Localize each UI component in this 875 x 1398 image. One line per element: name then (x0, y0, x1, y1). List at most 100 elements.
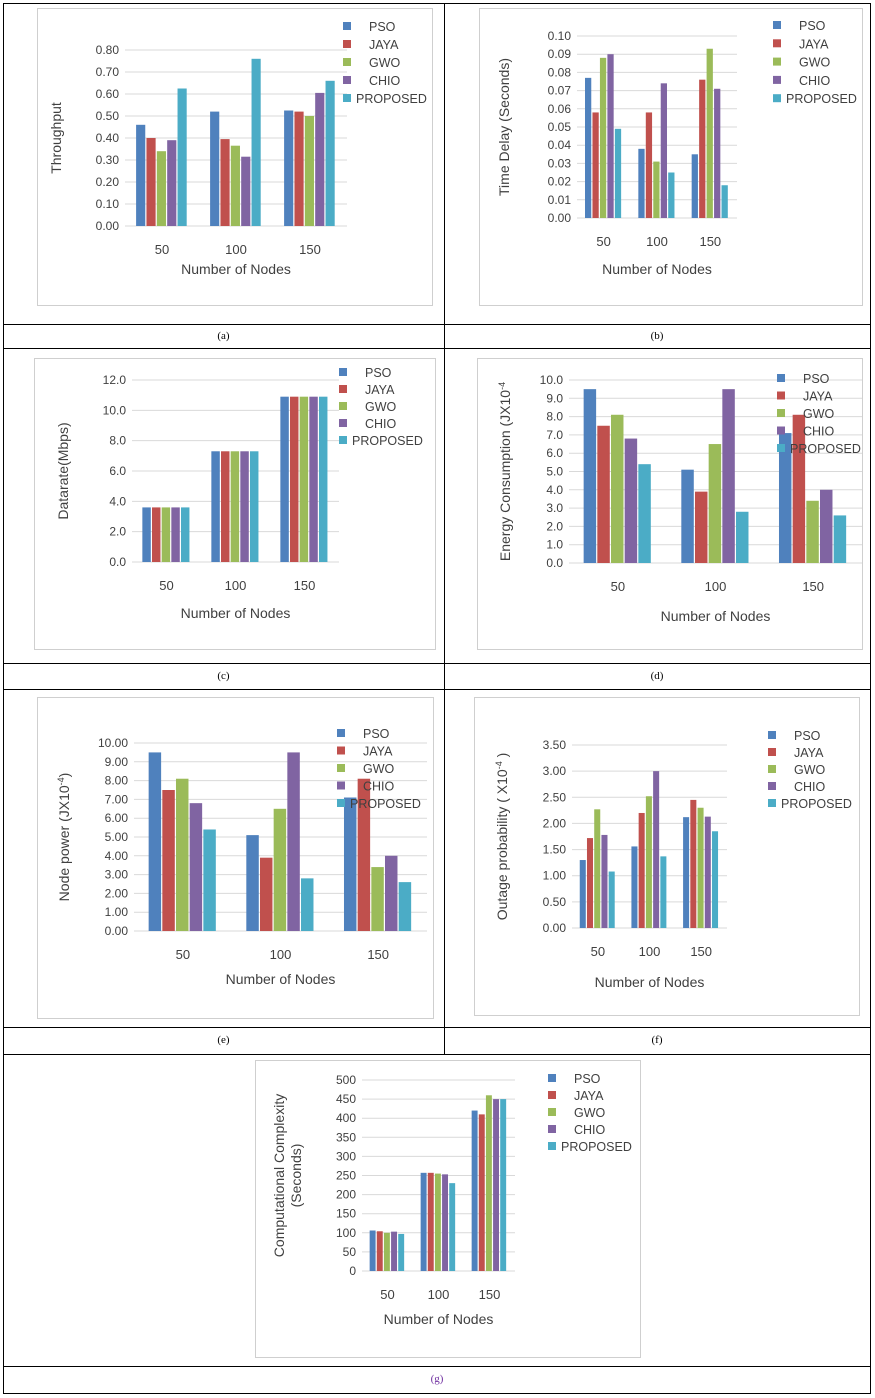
y-tick-label: 0.10 (548, 29, 572, 43)
legend-label-pso: PSO (794, 729, 821, 743)
legend-swatch-proposed (337, 799, 345, 807)
legend-swatch-pso (548, 1074, 556, 1082)
bar-pso-50 (148, 752, 162, 931)
x-tick-label: 50 (591, 944, 605, 959)
bar-chio-50 (171, 507, 180, 562)
y-tick-label: 250 (336, 1169, 356, 1183)
bar-chio-150 (704, 816, 711, 928)
table-row-divider (3, 348, 871, 349)
y-tick-label: 0.60 (96, 87, 120, 101)
y-tick-label: 0.00 (548, 211, 572, 225)
bar-jaya-100 (427, 1172, 434, 1271)
y-tick-label: 0.04 (548, 138, 572, 152)
legend-swatch-proposed (548, 1142, 556, 1150)
bar-jaya-150 (478, 1114, 485, 1271)
bar-jaya-50 (586, 838, 594, 928)
x-tick-label: 150 (294, 578, 316, 593)
bar-gwo-100 (230, 451, 240, 562)
y-tick-label: 350 (336, 1130, 356, 1144)
table-row-divider (3, 324, 871, 325)
bar-chio-50 (624, 438, 638, 563)
bar-chio-50 (167, 140, 177, 226)
legend-swatch-chio (777, 426, 785, 435)
bar-jaya-150 (357, 778, 371, 931)
table-border-left (3, 3, 4, 1394)
bar-gwo-150 (299, 396, 309, 562)
bar-proposed-150 (318, 396, 328, 562)
bar-jaya-150 (294, 111, 304, 226)
caption-c: (c) (217, 670, 230, 682)
bar-gwo-100 (434, 1173, 441, 1271)
bar-pso-50 (142, 507, 151, 562)
y-axis-title-main: Node power (JX10 (56, 785, 72, 901)
x-tick-label: 50 (155, 242, 169, 257)
bar-chio-50 (189, 803, 203, 931)
bar-chio-50 (391, 1231, 398, 1271)
y-axis-title-superscript: -4 (56, 777, 66, 785)
y-tick-label: 0.50 (96, 109, 120, 123)
bar-gwo-50 (383, 1232, 390, 1271)
y-axis-title-main: Datarate(Mbps) (55, 422, 71, 519)
y-tick-label: 5.0 (546, 465, 563, 479)
y-axis-title-superscript: -4 (497, 382, 507, 390)
legend-label-proposed: PROPOSED (790, 442, 861, 456)
x-axis-title: Number of Nodes (181, 605, 291, 621)
bar-chio-50 (607, 54, 614, 219)
bar-proposed-50 (180, 507, 190, 562)
y-axis-title: Datarate(Mbps) (55, 422, 71, 519)
bar-pso-50 (585, 77, 592, 218)
y-tick-label: 0.10 (96, 197, 120, 211)
x-axis-title: Number of Nodes (602, 261, 712, 277)
bar-pso-100 (420, 1172, 427, 1271)
legend-swatch-proposed (777, 444, 785, 452)
bar-proposed-100 (301, 878, 314, 931)
bar-jaya-150 (690, 799, 697, 928)
y-tick-label: 7.00 (105, 792, 129, 806)
x-tick-label: 150 (299, 242, 321, 257)
y-axis-title: Computational Complexity(Seconds) (271, 1094, 304, 1257)
y-tick-label: 0.0 (546, 556, 563, 570)
y-axis-title-main: Outage probability ( X10 (494, 769, 510, 920)
bar-gwo-100 (273, 808, 287, 931)
bar-proposed-50 (638, 464, 651, 563)
y-tick-label: 0.40 (96, 131, 120, 145)
bar-proposed-50 (177, 88, 187, 226)
legend-label-proposed: PROPOSED (350, 797, 421, 811)
table-border-top (3, 3, 871, 4)
y-tick-label: 200 (336, 1188, 356, 1202)
legend-swatch-chio (343, 76, 351, 84)
y-tick-label: 5.00 (105, 830, 129, 844)
y-tick-label: 10.0 (103, 403, 127, 417)
y-tick-label: 0.02 (548, 175, 572, 189)
y-tick-label: 10.00 (98, 736, 128, 750)
bar-proposed-100 (449, 1183, 456, 1271)
x-axis-title: Number of Nodes (226, 971, 336, 987)
y-tick-label: 0.07 (548, 84, 572, 98)
x-tick-label: 150 (690, 944, 712, 959)
y-tick-label: 0.30 (96, 153, 120, 167)
y-axis-title-main: Energy Consumption (JX10 (497, 390, 513, 561)
legend-swatch-chio (339, 419, 347, 427)
y-tick-label: 0.00 (543, 921, 567, 935)
legend-swatch-proposed (343, 94, 351, 102)
y-tick-label: 0.08 (548, 65, 572, 79)
y-tick-label: 9.0 (546, 391, 563, 405)
legend-label-jaya: JAYA (574, 1089, 604, 1103)
y-tick-label: 4.00 (105, 849, 129, 863)
bar-chio-100 (653, 771, 660, 928)
legend-swatch-proposed (773, 94, 781, 103)
legend-swatch-pso (343, 22, 351, 30)
bar-pso-100 (246, 835, 259, 931)
caption-g: (g) (430, 1373, 444, 1385)
table-row-divider (3, 1366, 871, 1367)
bar-pso-150 (471, 1110, 478, 1271)
legend-swatch-gwo (339, 402, 347, 410)
bar-gwo-150 (371, 867, 384, 931)
legend-swatch-chio (773, 75, 781, 84)
chart-b-time-delay: 0.00 0.01 0.02 0.03 0.04 0.05 0.06 0.07 0.08 0.09… (496, 19, 857, 277)
bar-proposed-100 (668, 172, 675, 218)
bar-chio-150 (385, 855, 398, 931)
legend-swatch-pso (337, 729, 345, 737)
y-tick-label: 2.0 (109, 525, 126, 539)
